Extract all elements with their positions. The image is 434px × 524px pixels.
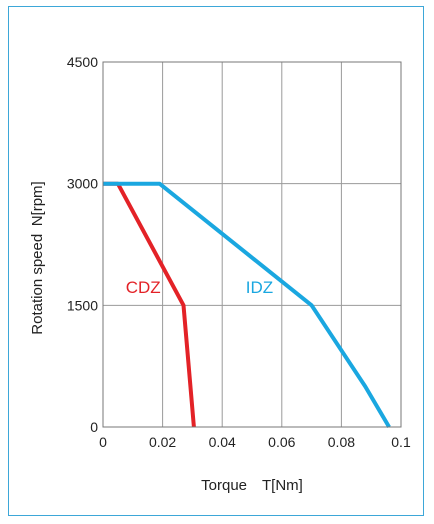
series-lines — [103, 181, 391, 429]
series-label-cdz: CDZ — [126, 278, 161, 297]
y-tick-label: 3000 — [67, 176, 98, 192]
y-tick-label: 0 — [90, 419, 98, 435]
x-tick-label: 0.1 — [391, 434, 411, 450]
plot-area-border — [102, 61, 402, 428]
series-label-idz: IDZ — [246, 278, 273, 297]
x-axis-title: Torque T[Nm] — [201, 477, 303, 494]
x-tick-label: 0.06 — [268, 434, 295, 450]
chart-frame — [8, 6, 424, 516]
y-tick-label: 4500 — [67, 54, 98, 70]
series-labels: CDZ IDZ — [126, 278, 273, 297]
x-tick-label: 0.08 — [328, 434, 355, 450]
y-tick-label: 1500 — [67, 297, 98, 313]
y-tick-labels: 0 1500 3000 4500 — [67, 54, 98, 435]
x-tick-label: 0 — [99, 434, 107, 450]
x-tick-label: 0.04 — [209, 434, 236, 450]
x-tick-label: 0.02 — [149, 434, 176, 450]
y-axis-title: Rotation speed N[rpm] — [29, 181, 46, 334]
x-tick-labels: 0 0.02 0.04 0.06 0.08 0.1 — [99, 434, 411, 450]
series-line-idz — [103, 181, 391, 429]
